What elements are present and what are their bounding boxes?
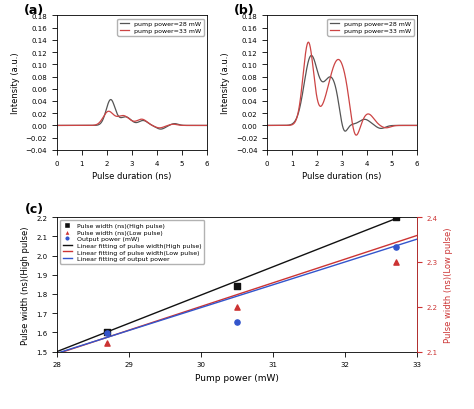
- Text: (a): (a): [24, 4, 44, 17]
- Y-axis label: Intensity (a.u.): Intensity (a.u.): [11, 53, 20, 114]
- Legend: pump power=28 mW, pump power=33 mW: pump power=28 mW, pump power=33 mW: [328, 20, 414, 36]
- Text: (c): (c): [25, 202, 44, 215]
- X-axis label: Pulse duration (ns): Pulse duration (ns): [302, 172, 382, 181]
- Y-axis label: Intensity (a.u.): Intensity (a.u.): [221, 53, 230, 114]
- Point: [233, 304, 241, 310]
- X-axis label: Pump power (mW): Pump power (mW): [195, 373, 279, 382]
- Y-axis label: Pulse width (ns)(Low pulse): Pulse width (ns)(Low pulse): [444, 227, 453, 342]
- Y-axis label: Pulse width (ns)(High pulse): Pulse width (ns)(High pulse): [21, 225, 30, 344]
- Point: [392, 214, 399, 221]
- Text: (b): (b): [234, 4, 255, 17]
- Point: [233, 283, 241, 290]
- Legend: Pulse width (ns)(High pulse), Pulse width (ns)(Low pulse), Output power (mW), Li: Pulse width (ns)(High pulse), Pulse widt…: [60, 221, 204, 264]
- Legend: pump power=28 mW, pump power=33 mW: pump power=28 mW, pump power=33 mW: [118, 20, 204, 36]
- Point: [103, 329, 111, 336]
- Point: [392, 259, 399, 265]
- Point: [103, 330, 111, 337]
- Point: [233, 319, 241, 326]
- X-axis label: Pulse duration (ns): Pulse duration (ns): [92, 172, 172, 181]
- Point: [103, 339, 111, 346]
- Point: [392, 245, 399, 251]
